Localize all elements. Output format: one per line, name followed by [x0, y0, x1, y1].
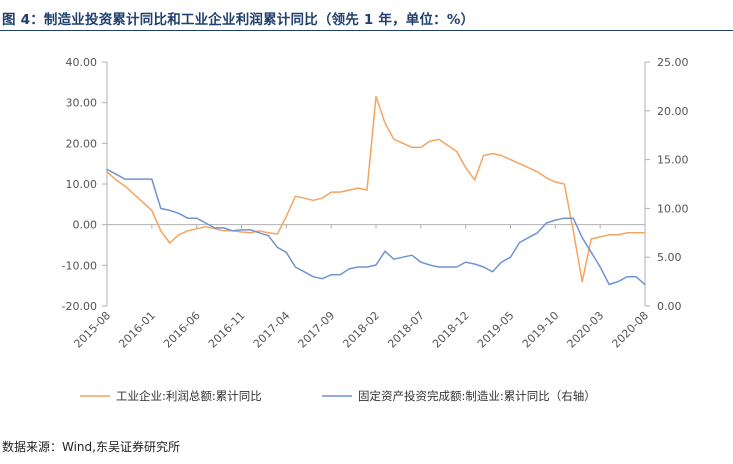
series-layer — [106, 95, 646, 286]
legend-label-1: 工业企业:利润总额:累计同比 — [116, 389, 262, 403]
x-tick-label: 2016-01 — [116, 309, 158, 351]
right-y-tick-label: 10.00 — [657, 202, 689, 215]
dual-axis-line-chart: 40.00 30.00 20.00 10.00 0.00 -10.00 -20.00 25.0… — [62, 56, 689, 403]
right-y-tick-label: 25.00 — [657, 56, 689, 69]
x-tick-label: 2016-06 — [161, 309, 203, 351]
right-y-tick-label: 5.00 — [657, 251, 682, 264]
x-tick-label: 2020-03 — [565, 309, 607, 351]
left-y-tick-label: 20.00 — [66, 137, 98, 150]
right-y-tick-label: 15.00 — [657, 154, 689, 167]
left-y-tick-label: 0.00 — [73, 219, 98, 232]
left-y-tick-label: -10.00 — [62, 259, 97, 272]
x-tick-label: 2016-11 — [206, 309, 248, 351]
legend-label-2: 固定资产投资完成额:制造业:累计同比（右轴） — [358, 389, 596, 403]
right-y-tick-label: 20.00 — [657, 105, 689, 118]
x-tick-label: 2015-08 — [71, 309, 113, 351]
profit-growth-line — [106, 95, 646, 283]
x-tick-label: 2018-07 — [385, 309, 427, 351]
left-y-tick-label: 30.00 — [66, 97, 98, 110]
manufacturing-investment-line — [106, 168, 646, 286]
left-y-tick-label: 10.00 — [66, 178, 98, 191]
x-tick-label: 2018-12 — [430, 309, 472, 351]
x-tick-label: 2020-08 — [609, 309, 651, 351]
title-divider — [0, 30, 733, 31]
x-tick-label: 2019-05 — [475, 309, 517, 351]
x-tick-label: 2017-04 — [251, 309, 293, 351]
x-tick-label: 2018-02 — [340, 309, 382, 351]
right-y-tick-label: 0.00 — [657, 300, 682, 313]
left-y-tick-label: -20.00 — [62, 300, 97, 313]
data-source-note: 数据来源：Wind,东吴证券研究所 — [2, 440, 180, 454]
x-tick-label: 2017-09 — [296, 309, 338, 351]
x-tick-label: 2019-10 — [520, 309, 562, 351]
chart-title: 图 4：制造业投资累计同比和工业企业利润累计同比（领先 1 年，单位：%） — [2, 12, 475, 28]
chart-legend: 工业企业:利润总额:累计同比 固定资产投资完成额:制造业:累计同比（右轴） — [80, 389, 596, 403]
left-y-tick-label: 40.00 — [66, 56, 98, 69]
